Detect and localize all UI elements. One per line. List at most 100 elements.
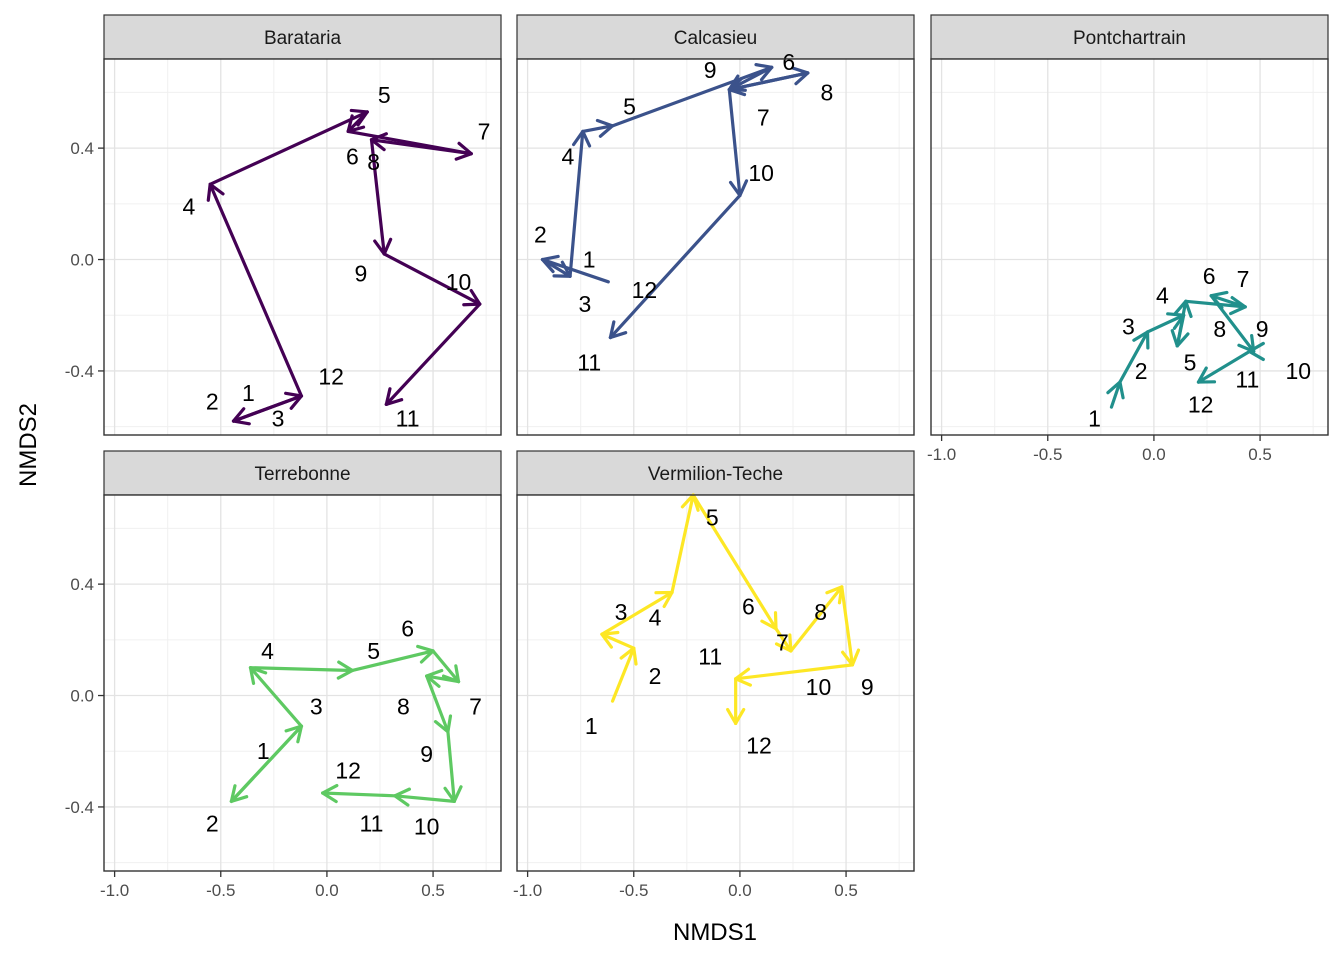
point-label: 10 xyxy=(414,813,440,839)
y-tick-label: 0.4 xyxy=(70,139,94,158)
point-label: 2 xyxy=(649,663,662,689)
point-label: 12 xyxy=(632,277,658,303)
point-label: 4 xyxy=(649,605,662,631)
y-tick-label: -0.4 xyxy=(65,362,94,381)
x-tick-label: -1.0 xyxy=(513,881,542,900)
point-label: 8 xyxy=(1213,316,1226,342)
point-label: 7 xyxy=(757,104,770,130)
x-tick-label: -0.5 xyxy=(206,881,235,900)
facet-strip xyxy=(103,450,502,496)
point-label: 3 xyxy=(615,599,628,625)
point-label: 9 xyxy=(420,741,433,767)
point-label: 1 xyxy=(257,738,270,764)
point-label: 9 xyxy=(704,57,717,83)
point-label: 4 xyxy=(562,143,575,169)
point-label: 1 xyxy=(242,380,255,406)
point-label: 10 xyxy=(748,160,774,186)
point-label: 6 xyxy=(1203,263,1216,289)
x-tick-label: 0.5 xyxy=(421,881,445,900)
point-label: 7 xyxy=(478,118,491,144)
panel-border xyxy=(103,494,502,872)
facet-title: Terrebonne xyxy=(254,464,350,485)
point-label: 1 xyxy=(1088,405,1101,431)
point-label: 8 xyxy=(814,599,827,625)
y-tick-label: 0.0 xyxy=(70,251,94,270)
facet-strip xyxy=(930,14,1329,60)
point-label: 4 xyxy=(1156,283,1169,309)
y-axis-label: NMDS2 xyxy=(15,403,42,487)
point-label: 11 xyxy=(698,644,722,670)
point-label: 6 xyxy=(742,593,755,619)
facet-strip xyxy=(516,14,915,60)
point-label: 9 xyxy=(1256,316,1269,342)
point-label: 10 xyxy=(1285,358,1311,384)
trajectory-arrow-11-to-12 xyxy=(321,783,397,804)
point-label: 7 xyxy=(776,630,789,656)
point-label: 5 xyxy=(1184,350,1197,376)
point-label: 2 xyxy=(1135,358,1148,384)
plot-background xyxy=(104,59,501,435)
panel-border xyxy=(103,58,502,436)
panel-border xyxy=(516,58,915,436)
point-label: 12 xyxy=(335,758,361,784)
panel-border xyxy=(930,58,1329,436)
point-label: 2 xyxy=(206,389,219,415)
point-label: 11 xyxy=(360,811,384,837)
facet-strip xyxy=(516,450,915,496)
point-label: 5 xyxy=(367,638,380,664)
point-label: 10 xyxy=(446,269,472,295)
x-tick-label: -0.5 xyxy=(619,881,648,900)
point-label: 12 xyxy=(1188,391,1214,417)
plot-background xyxy=(931,59,1328,435)
point-label: 2 xyxy=(534,221,547,247)
point-label: 5 xyxy=(706,504,719,530)
point-label: 5 xyxy=(378,82,391,108)
point-label: 9 xyxy=(861,674,874,700)
x-tick-label: 0.5 xyxy=(1248,445,1272,464)
point-label: 12 xyxy=(746,733,772,759)
y-tick-label: -0.4 xyxy=(65,798,94,817)
x-axis-label: NMDS1 xyxy=(673,919,757,946)
plot-background xyxy=(517,495,914,871)
facet-title: Calcasieu xyxy=(674,28,757,49)
point-label: 6 xyxy=(401,616,414,642)
point-label: 10 xyxy=(806,674,832,700)
x-tick-label: 0.0 xyxy=(315,881,339,900)
point-label: 7 xyxy=(1237,266,1250,292)
x-tick-label: 0.5 xyxy=(834,881,858,900)
point-label: 1 xyxy=(583,247,596,273)
point-label: 6 xyxy=(782,49,795,75)
point-label: 5 xyxy=(623,93,636,119)
panel-border xyxy=(516,494,915,872)
point-label: 8 xyxy=(367,149,380,175)
point-label: 11 xyxy=(396,405,420,431)
y-tick-label: 0.0 xyxy=(70,687,94,706)
point-label: 11 xyxy=(1235,366,1259,392)
point-label: 8 xyxy=(821,79,834,105)
point-label: 11 xyxy=(577,350,601,376)
point-label: 3 xyxy=(579,291,592,317)
point-label: 7 xyxy=(469,694,482,720)
point-label: 4 xyxy=(261,638,274,664)
facet-title: Vermilion-Teche xyxy=(648,464,783,485)
x-tick-label: -1.0 xyxy=(100,881,129,900)
point-label: 6 xyxy=(346,143,359,169)
point-label: 1 xyxy=(585,713,598,739)
x-tick-label: -0.5 xyxy=(1033,445,1062,464)
facet-strip xyxy=(103,14,502,60)
facet-title: Barataria xyxy=(264,28,342,49)
point-label: 3 xyxy=(310,694,323,720)
facet-title: Pontchartrain xyxy=(1073,28,1186,49)
x-tick-label: -1.0 xyxy=(927,445,956,464)
plot-background xyxy=(104,495,501,871)
point-label: 8 xyxy=(397,694,410,720)
y-tick-label: 0.4 xyxy=(70,575,94,594)
x-tick-label: 0.0 xyxy=(1142,445,1166,464)
point-label: 2 xyxy=(206,811,219,837)
